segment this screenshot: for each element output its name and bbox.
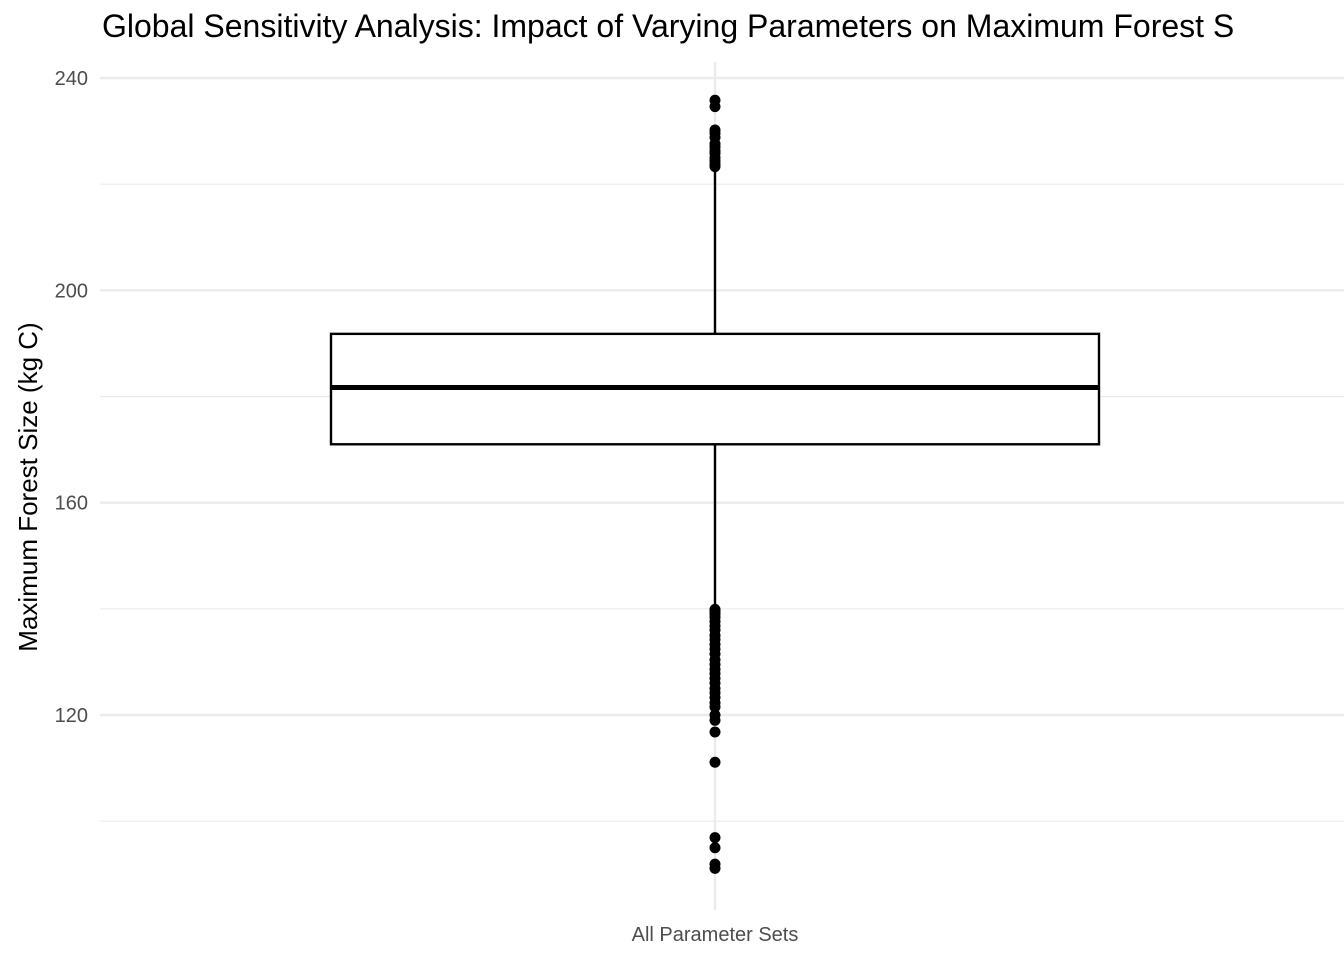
- outlier-point: [709, 714, 721, 726]
- axis-labels: 120 160 200 240 All Parameter Sets: [55, 68, 799, 946]
- y-tick-label: 160: [55, 493, 88, 515]
- outlier-point: [709, 756, 721, 768]
- outlier-point: [709, 101, 721, 113]
- box-layer: [329, 168, 1101, 609]
- outlier-point: [709, 161, 721, 173]
- outlier-point: [709, 726, 721, 738]
- outlier-point: [709, 701, 721, 713]
- outlier-point: [709, 832, 721, 844]
- outlier-point: [709, 842, 721, 854]
- y-axis-label: Maximum Forest Size (kg C): [13, 322, 43, 651]
- chart-title: Global Sensitivity Analysis: Impact of V…: [102, 8, 1235, 44]
- y-tick-label: 120: [55, 705, 88, 727]
- outlier-layer: [709, 94, 721, 874]
- x-tick-label: All Parameter Sets: [632, 924, 799, 946]
- grid-lines: [100, 62, 1344, 910]
- y-tick-label: 200: [55, 280, 88, 302]
- outlier-point: [709, 862, 721, 874]
- y-tick-label: 240: [55, 68, 88, 90]
